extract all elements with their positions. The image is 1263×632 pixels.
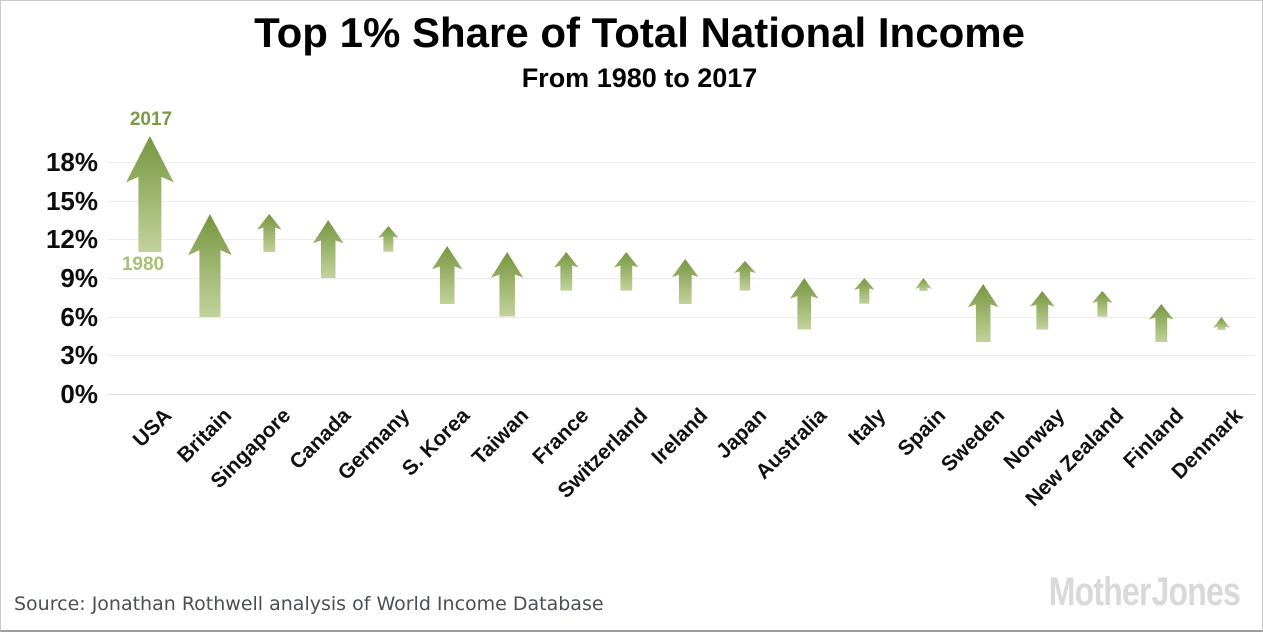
arrow-taiwan (490, 252, 524, 317)
arrow-finland (1149, 303, 1174, 343)
arrow-shape-singapore (256, 213, 282, 253)
arrow-shape-germany (377, 226, 399, 253)
arrow-shape-taiwan (490, 252, 524, 317)
y-axis-tick-label-15: 15% (45, 186, 98, 216)
arrow-shape-usa (126, 136, 174, 253)
gridline-12pct (108, 239, 1255, 240)
gridline-6pct (108, 317, 1255, 318)
arrow-italy (853, 277, 875, 304)
arrow-usa (126, 136, 174, 253)
arrow-switzerland (613, 252, 639, 291)
arrow-singapore (256, 213, 282, 253)
y-axis-tick-label-12: 12% (45, 224, 98, 254)
chart-title: Top 1% Share of Total National Income (254, 9, 1025, 56)
arrow-s-korea (432, 245, 463, 304)
arrow-australia (790, 277, 819, 330)
arrow-japan (734, 261, 756, 291)
gridline-18pct (108, 162, 1255, 163)
arrow-new-zealand (1091, 290, 1113, 317)
arrow-shape-switzerland (613, 252, 639, 291)
gridline-3pct (108, 355, 1255, 356)
source-text: Source: Jonathan Rothwell analysis of Wo… (14, 593, 604, 615)
arrow-shape-ireland (672, 258, 699, 304)
y-axis-tick-label-9: 9% (60, 263, 98, 293)
arrow-norway (1030, 290, 1055, 330)
arrow-shape-denmark (1212, 316, 1230, 330)
arrow-shape-japan (734, 261, 756, 291)
arrow-ireland (672, 258, 699, 304)
arrow-canada (313, 219, 344, 278)
mother-jones-logo: Mother Jones (1048, 570, 1241, 614)
arrow-britain (187, 213, 232, 317)
annotation-2017: 2017 (129, 109, 173, 130)
y-axis-tick-label-18: 18% (45, 147, 98, 177)
arrow-france (554, 252, 579, 291)
annotation-1980: 1980 (121, 254, 165, 275)
arrow-denmark (1212, 316, 1230, 330)
arrow-shape-norway (1030, 290, 1055, 330)
arrow-shape-australia (790, 277, 819, 330)
y-axis-tick-label-6: 6% (60, 302, 98, 332)
arrow-shape-italy (853, 277, 875, 304)
arrow-shape-spain (915, 277, 932, 291)
arrow-shape-france (554, 252, 579, 291)
arrow-sweden (967, 284, 999, 343)
arrow-shape-britain (187, 213, 232, 317)
gridline-0pct (108, 394, 1255, 395)
y-axis-tick-label-0: 0% (60, 379, 98, 409)
arrow-shape-s-korea (432, 245, 463, 304)
y-axis-tick-label-3: 3% (60, 340, 98, 370)
arrow-shape-finland (1149, 303, 1174, 343)
chart-subtitle: From 1980 to 2017 (521, 63, 758, 93)
arrow-shape-sweden (967, 284, 999, 343)
gridline-15pct (108, 201, 1255, 202)
arrow-shape-canada (313, 219, 344, 278)
arrow-spain (915, 277, 932, 291)
arrow-shape-new-zealand (1091, 290, 1113, 317)
arrow-germany (377, 226, 399, 253)
